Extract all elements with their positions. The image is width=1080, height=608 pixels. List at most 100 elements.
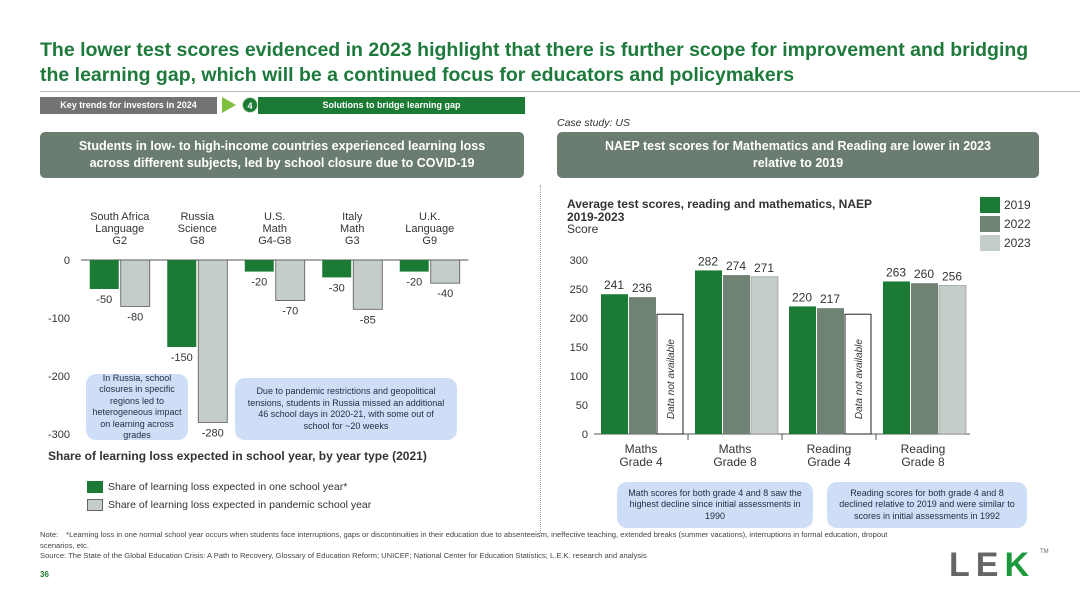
logo-letter-e: E — [975, 546, 1005, 584]
bar-2022 — [911, 283, 938, 434]
y-tick-label: 200 — [570, 313, 588, 325]
legend-label-pandemic-year: Share of learning loss expected in pande… — [108, 499, 372, 511]
data-label: -30 — [329, 282, 345, 294]
category-label: G2 — [112, 235, 127, 247]
bar-2023 — [750, 276, 779, 435]
panel-divider — [540, 185, 541, 533]
russia-closure-callout: In Russia, school closures in specific r… — [86, 373, 188, 440]
math-decline-callout: Math scores for both grade 4 and 8 saw t… — [617, 482, 813, 528]
bar-one-year — [244, 260, 274, 272]
legend-label-2019: 2019 — [1004, 198, 1031, 212]
right-chart-title-line1: Average test scores, reading and mathema… — [567, 197, 873, 211]
bar-one-year — [89, 260, 119, 289]
category-label: U.K. — [419, 211, 440, 223]
category-label: G3 — [345, 235, 360, 247]
y-tick-label: 150 — [570, 342, 588, 354]
page-number: 36 — [40, 570, 49, 579]
right-chart-title-line2: 2019-2023 — [567, 209, 625, 224]
bar-2022 — [723, 275, 750, 434]
data-label: 220 — [792, 290, 812, 304]
right-chart-unit: Score — [567, 222, 599, 236]
category-label: South Africa — [90, 211, 150, 223]
logo-trademark: TM — [1040, 549, 1049, 555]
left-panel-heading: Students in low- to high-income countrie… — [40, 132, 524, 178]
bar-2019 — [601, 294, 628, 434]
category-label: Reading — [807, 442, 852, 456]
bar-one-year — [399, 260, 429, 272]
legend-swatch-2023 — [980, 235, 1000, 251]
footnote: Note: *Learning loss in one normal schoo… — [40, 530, 920, 551]
y-tick-label: 250 — [570, 284, 588, 296]
pandemic-restrictions-callout: Due to pandemic restrictions and geopoli… — [235, 378, 457, 440]
nav-step-key-trends[interactable]: Key trends for investors in 2024 — [40, 97, 217, 114]
bar-pandemic-year — [275, 259, 306, 301]
data-label: -80 — [127, 311, 143, 323]
category-label: G8 — [190, 235, 205, 247]
category-label: Maths — [625, 442, 658, 456]
category-label: Language — [405, 223, 454, 235]
y-tick-label: 0 — [582, 429, 588, 441]
data-label: 263 — [886, 265, 906, 279]
category-label: Italy — [342, 211, 363, 223]
bar-pandemic-year — [120, 259, 151, 307]
category-label: Grade 8 — [901, 455, 945, 469]
data-label: 260 — [914, 267, 934, 281]
nav-step-solutions[interactable]: Solutions to bridge learning gap — [258, 97, 525, 114]
data-label: -20 — [251, 277, 267, 289]
data-label: -20 — [406, 277, 422, 289]
y-tick-label: 0 — [64, 255, 70, 267]
right-chart-title: Average test scores, reading and mathema… — [567, 198, 927, 236]
data-label: 217 — [820, 292, 840, 306]
y-tick-label: -300 — [48, 429, 70, 441]
naep-scores-chart: 0 50 100 150 200 250 300 Maths Grade 4 241 236 Data… — [570, 254, 970, 469]
bar-2019 — [789, 306, 816, 434]
legend-swatch-2019 — [980, 197, 1000, 213]
category-label: U.S. — [264, 211, 285, 223]
bar-one-year — [167, 260, 197, 347]
category-label: Reading — [901, 442, 946, 456]
category-label: Math — [263, 223, 287, 235]
y-tick-label: 300 — [570, 255, 588, 267]
data-label: 282 — [698, 254, 718, 268]
right-panel-heading: NAEP test scores for Mathematics and Rea… — [557, 132, 1039, 178]
not-available-label: Data not available — [666, 339, 677, 419]
bar-2019 — [883, 281, 910, 434]
footnote-label: Note: — [40, 530, 59, 539]
data-label: 241 — [604, 278, 624, 292]
lek-logo: LEK — [949, 546, 1035, 585]
y-tick-label: 50 — [576, 400, 588, 412]
page-title: The lower test scores evidenced in 2023 … — [40, 39, 1029, 86]
legend-swatch-one-year — [87, 481, 103, 493]
data-label: -85 — [360, 314, 376, 326]
category-label: G4-G8 — [258, 235, 291, 247]
legend-label-2023: 2023 — [1004, 236, 1031, 250]
bar-not-available — [656, 313, 684, 435]
legend-swatch-pandemic-year — [87, 499, 103, 511]
data-label: -280 — [202, 427, 224, 439]
bar-one-year — [322, 260, 352, 278]
y-tick-label: 100 — [570, 371, 588, 383]
bar-2023 — [938, 285, 967, 435]
data-label: -150 — [171, 352, 193, 364]
category-label: Language — [95, 223, 144, 235]
data-label: -70 — [282, 306, 298, 318]
left-chart-title: Share of learning loss expected in schoo… — [48, 449, 427, 463]
not-available-label: Data not available — [854, 339, 865, 419]
category-label: G9 — [422, 235, 437, 247]
category-label: Math — [340, 223, 364, 235]
category-label: Grade 4 — [807, 455, 851, 469]
reading-decline-callout: Reading scores for both grade 4 and 8 de… — [827, 482, 1027, 528]
data-label: 236 — [632, 281, 652, 295]
bar-pandemic-year — [352, 259, 383, 310]
bar-not-available — [844, 313, 872, 435]
bar-pandemic-year — [197, 259, 228, 423]
nav-step-number: 4 — [242, 97, 258, 113]
nav-arrow-icon — [222, 97, 236, 113]
bar-2022 — [817, 308, 844, 434]
legend-swatch-2022 — [980, 216, 1000, 232]
data-label: -40 — [437, 288, 453, 300]
category-label: Russia — [180, 211, 215, 223]
title-divider — [40, 91, 1080, 92]
category-label: Grade 8 — [713, 455, 757, 469]
